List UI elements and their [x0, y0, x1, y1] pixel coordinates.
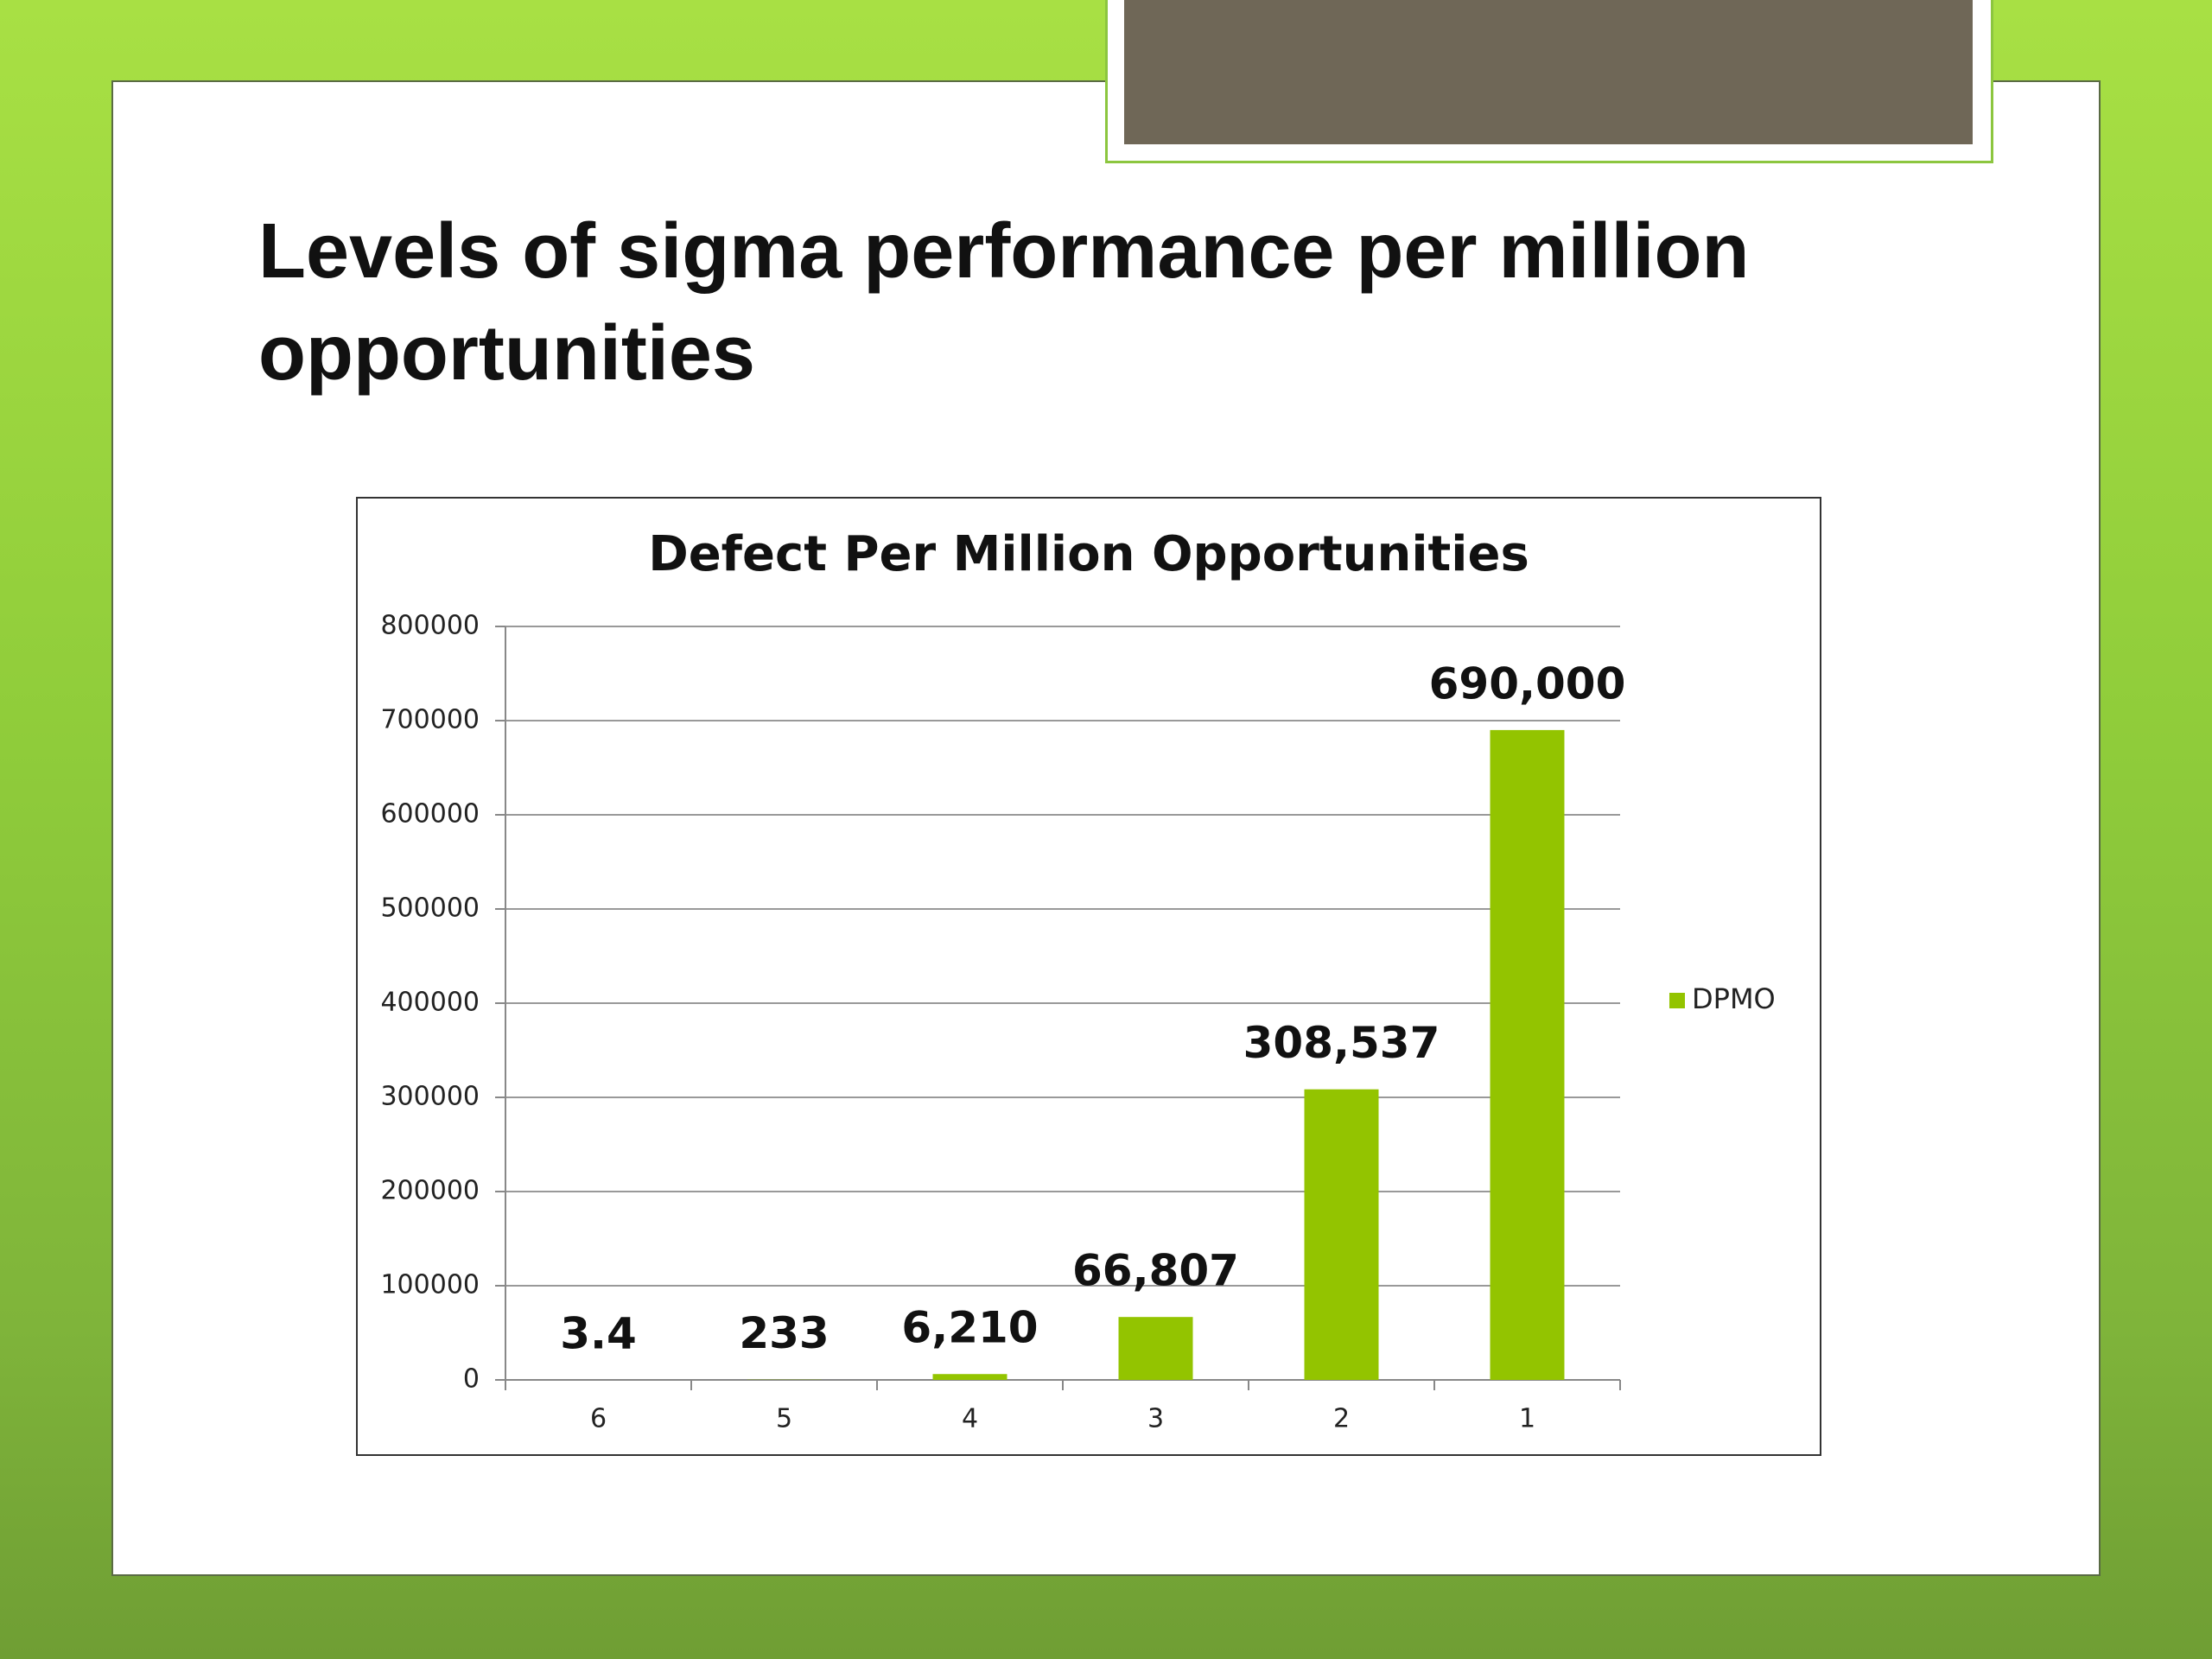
- legend-swatch: [1669, 993, 1685, 1008]
- y-tick-label: 800000: [380, 611, 480, 641]
- data-label: 233: [739, 1308, 829, 1358]
- x-tick-label: 2: [1333, 1404, 1350, 1434]
- bar: [1490, 729, 1565, 1380]
- x-tick-label: 4: [962, 1404, 978, 1434]
- slide-title: Levels of sigma performance per million …: [258, 208, 1750, 397]
- y-tick-label: 400000: [380, 988, 480, 1018]
- y-tick-label: 200000: [380, 1176, 480, 1206]
- data-label: 66,807: [1072, 1246, 1239, 1296]
- chart-title: Defect Per Million Opportunities: [648, 526, 1529, 582]
- data-label: 690,000: [1429, 658, 1626, 709]
- data-label: 6,210: [901, 1303, 1038, 1353]
- y-tick-label: 500000: [380, 893, 480, 924]
- header-tab-fill: [1124, 0, 1973, 144]
- data-label: 3.4: [560, 1308, 637, 1358]
- y-tick-label: 700000: [380, 705, 480, 735]
- bar: [1118, 1317, 1193, 1380]
- data-label: 308,537: [1243, 1018, 1440, 1068]
- y-tick-label: 300000: [380, 1082, 480, 1112]
- x-tick-label: 3: [1147, 1404, 1164, 1434]
- bar: [1304, 1089, 1379, 1380]
- x-tick-label: 5: [776, 1404, 792, 1434]
- x-tick-label: 1: [1519, 1404, 1535, 1434]
- y-tick-label: 600000: [380, 799, 480, 830]
- y-tick-label: 0: [463, 1364, 480, 1395]
- x-tick-label: 6: [590, 1404, 607, 1434]
- legend-label: DPMO: [1692, 982, 1776, 1015]
- bar: [932, 1374, 1007, 1380]
- y-tick-label: 100000: [380, 1270, 480, 1300]
- chart-frame: [356, 497, 1821, 1456]
